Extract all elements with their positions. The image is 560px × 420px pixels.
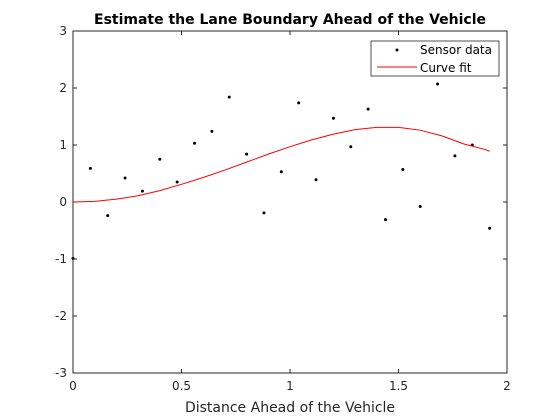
sensor-data-point bbox=[123, 176, 127, 180]
y-tick-label: 3 bbox=[59, 24, 67, 38]
y-tick-label: 2 bbox=[59, 81, 67, 95]
sensor-data-point bbox=[297, 101, 301, 105]
sensor-data-point bbox=[436, 82, 440, 86]
sensor-data-point bbox=[245, 152, 249, 156]
curve-fit-line bbox=[72, 126, 490, 203]
sensor-data-point bbox=[227, 95, 231, 99]
sensor-data-point bbox=[488, 226, 492, 230]
x-tick-label: 1 bbox=[286, 379, 294, 393]
x-tick-label: 2 bbox=[503, 379, 511, 393]
sensor-data-point bbox=[401, 168, 405, 172]
legend-label-curve-fit: Curve fit bbox=[420, 61, 472, 75]
legend-label-sensor-data: Sensor data bbox=[420, 43, 492, 57]
sensor-data-point bbox=[106, 214, 110, 218]
sensor-data-point bbox=[331, 116, 335, 120]
sensor-data-point bbox=[314, 178, 318, 182]
x-tick-label: 0.5 bbox=[172, 379, 191, 393]
sensor-data-point bbox=[262, 211, 266, 215]
series-layer bbox=[71, 82, 492, 260]
y-tick-label: -3 bbox=[55, 366, 67, 380]
x-axis-title: Distance Ahead of the Vehicle bbox=[185, 400, 395, 416]
sensor-data-point bbox=[453, 154, 457, 158]
axes-box bbox=[72, 30, 508, 374]
ticks-layer: 0 0.5 1 1.5 2 -3 -2 -1 0 1 2 3 bbox=[55, 24, 511, 393]
sensor-data-point bbox=[140, 189, 144, 193]
legend-marker-sensor-data bbox=[395, 48, 399, 52]
x-tick-label: 1.5 bbox=[389, 379, 408, 393]
y-tick-label: 0 bbox=[59, 195, 67, 209]
sensor-data-point bbox=[418, 205, 422, 209]
y-tick-label: -2 bbox=[55, 309, 67, 323]
sensor-data-point bbox=[279, 170, 283, 174]
sensor-data-point bbox=[349, 145, 353, 149]
sensor-data-point bbox=[366, 107, 370, 111]
sensor-data-point bbox=[210, 129, 214, 133]
y-tick-label: -1 bbox=[55, 252, 67, 266]
legend[interactable]: Sensor data Curve fit bbox=[370, 40, 500, 77]
sensor-data-point bbox=[383, 218, 387, 222]
x-tick-label: 0 bbox=[69, 379, 77, 393]
sensor-data-point bbox=[193, 141, 197, 145]
y-tick-label: 1 bbox=[59, 138, 67, 152]
plot-area-background bbox=[73, 31, 507, 373]
chart-title: Estimate the Lane Boundary Ahead of the … bbox=[94, 12, 486, 28]
legend-box bbox=[370, 40, 500, 77]
sensor-data-point bbox=[88, 166, 92, 170]
sensor-data-point bbox=[158, 157, 162, 161]
sensor-data-point bbox=[175, 180, 179, 184]
